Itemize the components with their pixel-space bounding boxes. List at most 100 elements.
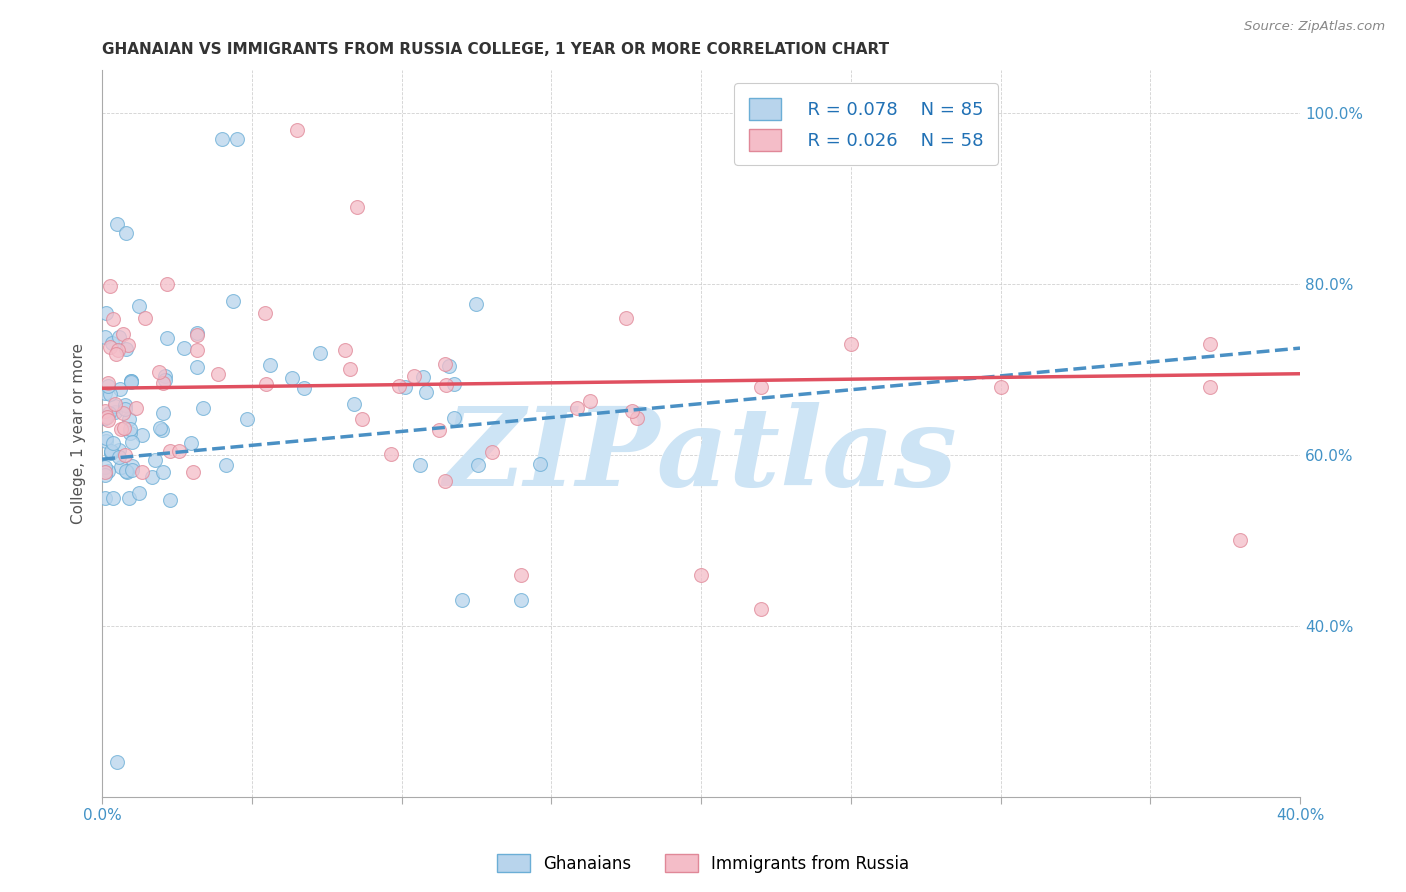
Point — [259, 358, 281, 372]
Point — [94, 434, 117, 449]
Point — [434, 378, 457, 392]
Point — [101, 336, 124, 351]
Point — [115, 465, 138, 479]
Point — [131, 465, 153, 479]
Point — [152, 406, 174, 420]
Point — [105, 756, 128, 770]
Point — [173, 341, 195, 355]
Point — [388, 379, 411, 393]
Point — [118, 422, 141, 436]
Point — [94, 386, 117, 401]
Point — [1199, 336, 1222, 351]
Point — [128, 486, 150, 500]
Point — [120, 425, 142, 440]
Legend:   R = 0.078    N = 85,   R = 0.026    N = 58: R = 0.078 N = 85, R = 0.026 N = 58 — [734, 83, 997, 165]
Point — [152, 465, 174, 479]
Point — [104, 399, 127, 413]
Point — [104, 397, 127, 411]
Point — [118, 412, 141, 426]
Point — [97, 413, 120, 427]
Point — [152, 376, 174, 390]
Point — [105, 217, 128, 231]
Point — [1199, 379, 1222, 393]
Point — [529, 458, 551, 472]
Point — [465, 297, 488, 311]
Point — [134, 310, 156, 325]
Point — [115, 465, 138, 479]
Point — [100, 445, 122, 459]
Point — [94, 465, 117, 479]
Point — [352, 411, 374, 425]
Point — [128, 299, 150, 313]
Point — [443, 376, 465, 391]
Point — [749, 379, 772, 393]
Point — [186, 343, 208, 357]
Point — [207, 367, 229, 381]
Y-axis label: College, 1 year or more: College, 1 year or more — [72, 343, 86, 524]
Point — [149, 420, 172, 434]
Point — [990, 379, 1012, 393]
Point — [114, 448, 136, 462]
Point — [222, 294, 245, 309]
Point — [94, 306, 117, 320]
Point — [433, 474, 456, 488]
Point — [236, 412, 259, 426]
Point — [120, 374, 142, 388]
Point — [121, 458, 143, 473]
Point — [467, 458, 489, 472]
Point — [156, 331, 179, 345]
Point — [111, 326, 134, 341]
Point — [105, 347, 128, 361]
Point — [159, 493, 181, 508]
Point — [94, 330, 117, 344]
Point — [101, 491, 124, 505]
Point — [211, 132, 233, 146]
Point — [1229, 533, 1251, 548]
Point — [690, 567, 713, 582]
Point — [180, 436, 202, 450]
Point — [111, 406, 134, 420]
Point — [110, 459, 132, 474]
Point — [409, 458, 432, 472]
Text: ZIPatlas: ZIPatlas — [444, 401, 957, 509]
Point — [120, 376, 142, 390]
Point — [333, 343, 356, 357]
Point — [97, 406, 120, 420]
Point — [253, 306, 276, 320]
Point — [143, 453, 166, 467]
Point — [94, 431, 117, 445]
Point — [433, 357, 456, 371]
Point — [339, 362, 361, 376]
Point — [103, 435, 125, 450]
Point — [104, 405, 127, 419]
Point — [94, 468, 117, 483]
Point — [510, 593, 533, 607]
Point — [94, 410, 117, 425]
Point — [97, 376, 120, 390]
Point — [510, 567, 533, 582]
Point — [226, 132, 249, 146]
Point — [100, 387, 122, 401]
Point — [191, 401, 214, 415]
Point — [118, 491, 141, 505]
Point — [131, 428, 153, 442]
Point — [402, 369, 425, 384]
Point — [148, 365, 170, 379]
Point — [437, 359, 460, 374]
Point — [94, 459, 117, 474]
Point — [117, 338, 139, 352]
Text: GHANAIAN VS IMMIGRANTS FROM RUSSIA COLLEGE, 1 YEAR OR MORE CORRELATION CHART: GHANAIAN VS IMMIGRANTS FROM RUSSIA COLLE… — [103, 42, 890, 57]
Point — [579, 394, 602, 409]
Point — [281, 371, 304, 385]
Point — [108, 330, 131, 344]
Point — [108, 450, 131, 464]
Point — [112, 421, 135, 435]
Point — [97, 464, 120, 478]
Point — [114, 398, 136, 412]
Point — [101, 312, 124, 326]
Point — [107, 343, 129, 358]
Point — [98, 279, 121, 293]
Point — [110, 382, 132, 396]
Point — [181, 465, 204, 479]
Point — [115, 226, 138, 240]
